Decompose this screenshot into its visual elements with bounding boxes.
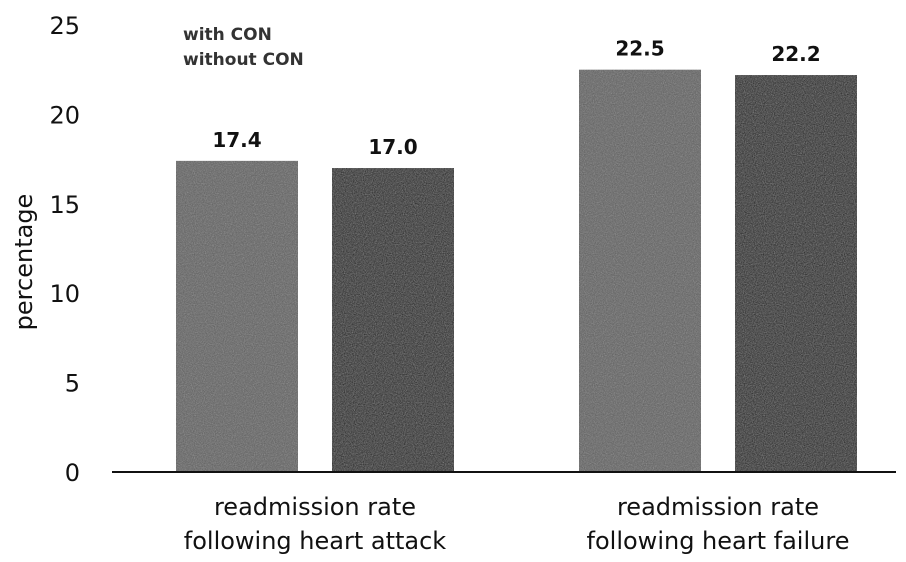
y-tick-label-25: 25 [49, 12, 80, 40]
y-tick-label-10: 10 [49, 280, 80, 308]
y-axis-ticks: 0 5 10 15 20 25 [49, 12, 80, 487]
y-tick-label-0: 0 [65, 459, 80, 487]
category-label-1-line-2: following heart attack [184, 527, 447, 555]
legend: with CON without CON [183, 25, 304, 70]
value-label-series2-cat1: 17.0 [368, 135, 417, 159]
bar-series1-cat1 [176, 160, 298, 472]
y-tick-label-5: 5 [65, 370, 80, 398]
value-label-series1-cat2: 22.5 [615, 37, 664, 61]
legend-entry-2: without CON [183, 50, 304, 70]
y-tick-label-20: 20 [49, 101, 80, 129]
category-label-2-line-1: readmission rate [617, 493, 819, 521]
legend-entry-1: with CON [183, 25, 272, 45]
y-axis-title: percentage [10, 194, 38, 331]
category-label-1-line-1: readmission rate [214, 493, 416, 521]
category-label-2-line-2: following heart failure [587, 527, 850, 555]
value-label-series1-cat1: 17.4 [212, 128, 261, 152]
y-tick-label-15: 15 [49, 191, 80, 219]
value-labels: 17.4 22.5 17.0 22.2 [212, 37, 820, 159]
bar-series2-cat1 [332, 168, 454, 473]
category-labels: readmission rate following heart attack re… [184, 493, 850, 555]
value-label-series2-cat2: 22.2 [771, 42, 820, 66]
bar-series2-cat2 [735, 75, 857, 473]
bar-series1-cat2 [579, 69, 701, 472]
bars [176, 69, 857, 473]
